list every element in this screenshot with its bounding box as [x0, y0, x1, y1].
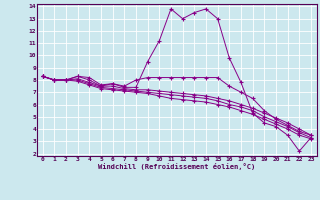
X-axis label: Windchill (Refroidissement éolien,°C): Windchill (Refroidissement éolien,°C) [98, 163, 255, 170]
